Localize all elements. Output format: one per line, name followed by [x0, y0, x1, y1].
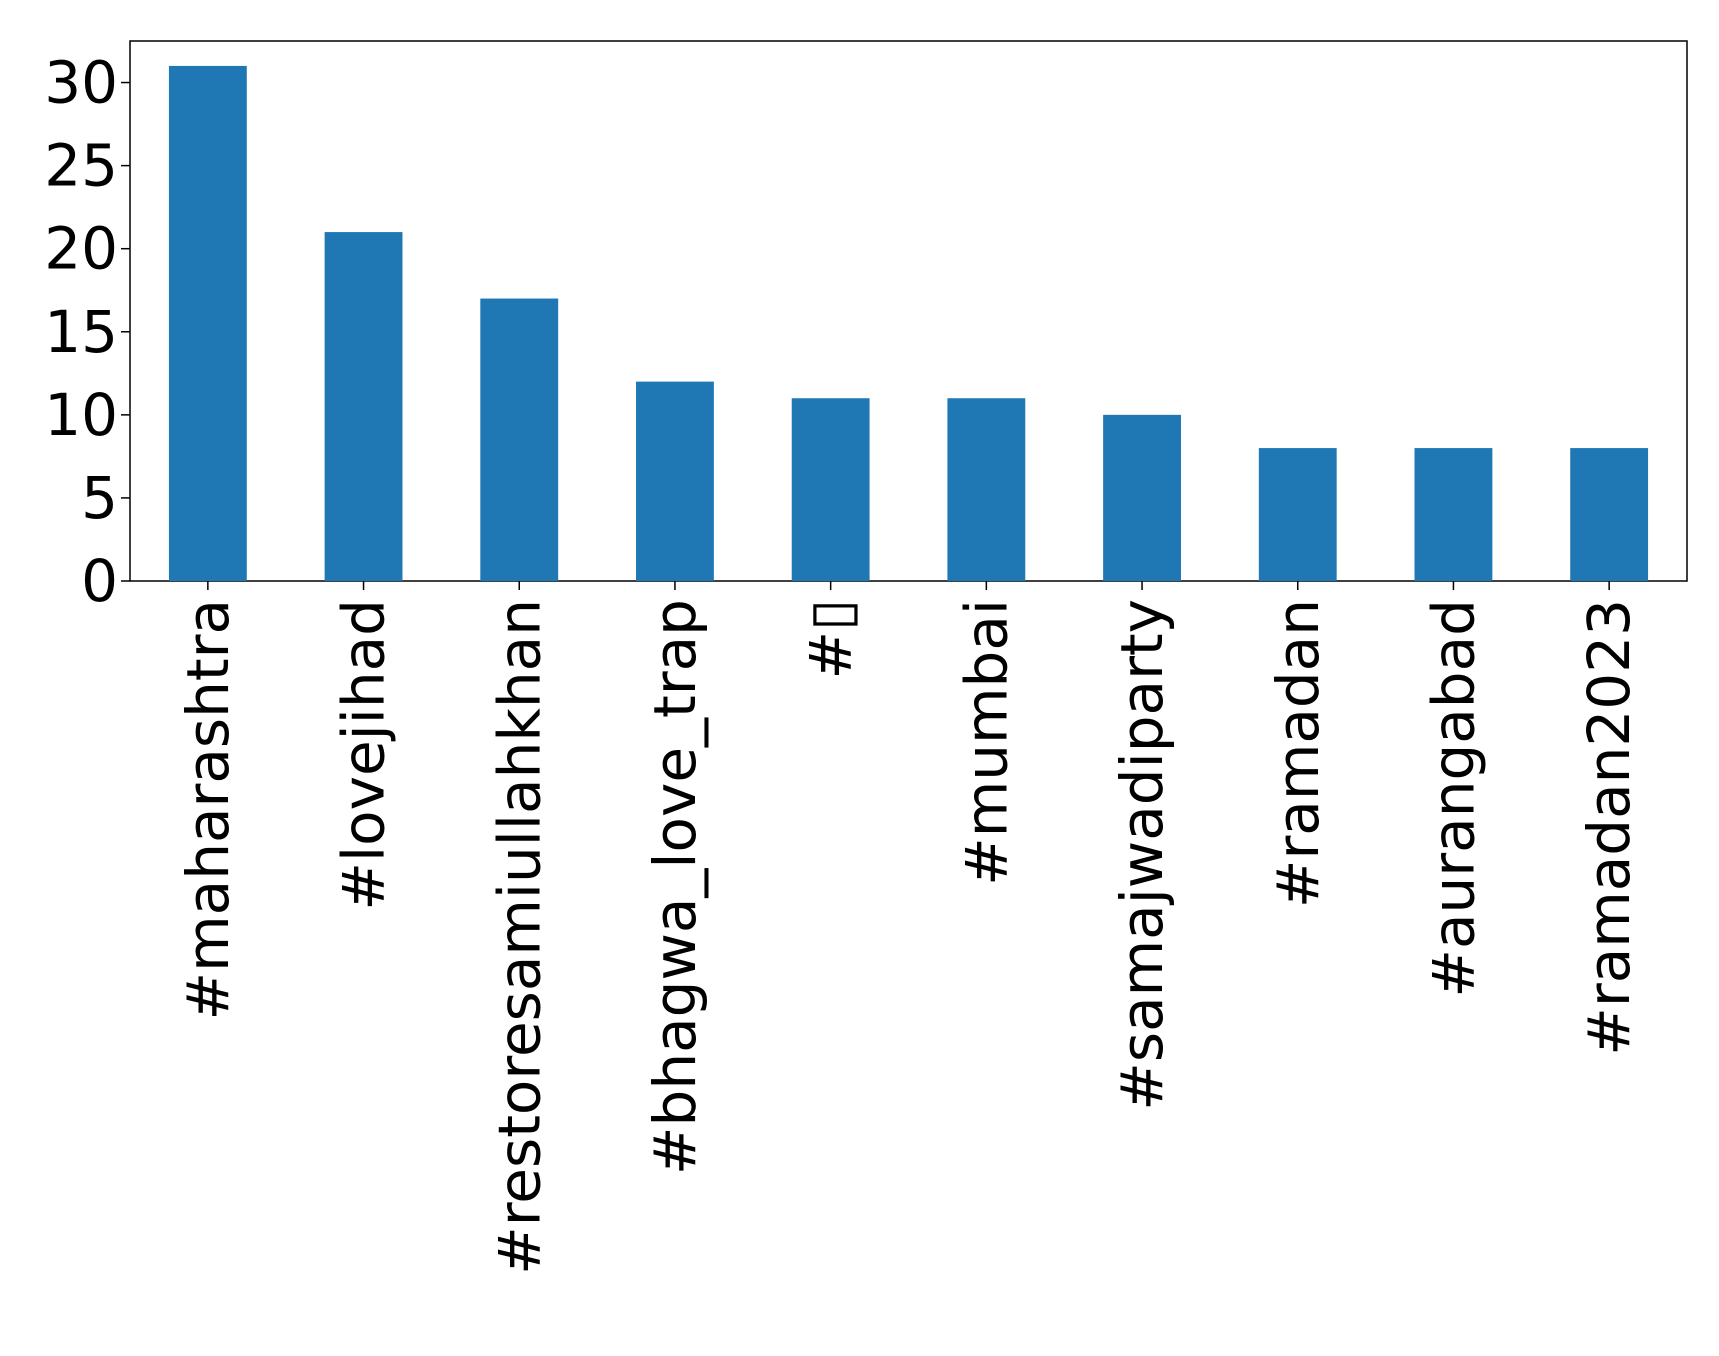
y-tick-label: 10 — [44, 381, 118, 449]
y-tick-label: 0 — [81, 547, 118, 615]
bars-group — [168, 65, 1649, 582]
plot-area-frame — [129, 40, 1688, 582]
bar — [947, 398, 1026, 581]
x-tick-label: #▯ — [797, 599, 865, 680]
x-tick-label: #ramadan2023 — [1575, 599, 1643, 1056]
bar — [636, 381, 714, 581]
x-tick-label: #aurangabad — [1419, 599, 1487, 998]
bar — [480, 298, 559, 581]
x-axis-ticks: #maharashtra #lovejihad #restoresamiullahk… — [174, 581, 1643, 1275]
x-tick-label: #ramadan — [1264, 599, 1332, 908]
bar — [324, 232, 403, 581]
bar — [1258, 448, 1337, 581]
x-tick-label: #samajwadiparty — [1108, 599, 1176, 1111]
y-tick-label: 25 — [44, 132, 118, 200]
bar — [168, 65, 247, 582]
y-tick-label: 5 — [81, 464, 118, 532]
bar — [1414, 448, 1493, 581]
x-tick-label: #maharashtra — [174, 599, 242, 1020]
y-tick-label: 20 — [44, 215, 118, 283]
y-tick-label: 15 — [44, 298, 118, 366]
bar — [1570, 448, 1649, 581]
x-tick-label: #lovejihad — [330, 599, 398, 911]
x-tick-label: #mumbai — [952, 599, 1020, 886]
y-axis-ticks: 0 5 10 15 20 25 30 — [44, 49, 130, 615]
x-tick-label: #restoresamiullahkhan — [485, 599, 553, 1275]
bar — [1103, 414, 1181, 581]
x-tick-label: #bhagwa_love_trap — [641, 599, 709, 1175]
bar — [791, 398, 870, 581]
y-tick-label: 30 — [44, 49, 118, 117]
